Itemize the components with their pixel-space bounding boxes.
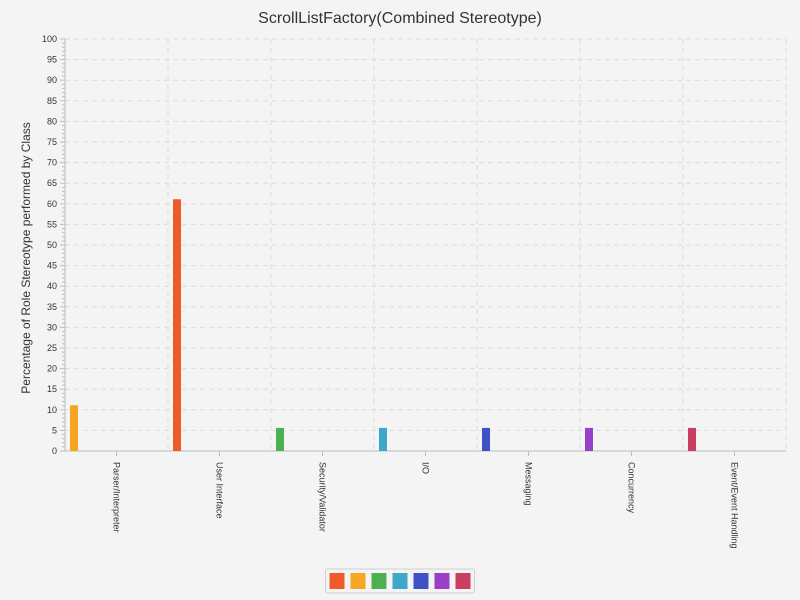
x-tick-label: Concurrency — [627, 462, 637, 514]
legend-swatch — [371, 573, 387, 589]
legend-swatch — [392, 573, 408, 589]
bar — [482, 427, 490, 451]
y-tick-label: 60 — [47, 199, 57, 209]
grid — [65, 38, 787, 451]
x-tick-label: I/O — [421, 462, 431, 474]
bar — [276, 427, 284, 451]
y-tick-label: 75 — [47, 137, 57, 147]
y-axis-label: Percentage of Role Stereotype performed … — [19, 122, 33, 393]
chart-title: ScrollListFactory(Combined Stereotype) — [258, 10, 542, 27]
y-tick-label: 50 — [47, 240, 57, 250]
bars — [70, 199, 696, 451]
x-tick-label: User Interface — [215, 462, 225, 519]
y-tick-label: 100 — [42, 34, 57, 44]
legend-swatch — [455, 573, 471, 589]
legend-swatch — [329, 573, 345, 589]
y-tick-label: 5 — [52, 425, 57, 435]
x-tick-label: Parser/Interpreter — [112, 462, 122, 533]
y-tick-label: 15 — [47, 384, 57, 394]
legend-swatch — [350, 573, 366, 589]
y-tick-label: 10 — [47, 405, 57, 415]
y-tick-label: 40 — [47, 281, 57, 291]
y-tick-label: 80 — [47, 116, 57, 126]
y-tick-label: 30 — [47, 322, 57, 332]
y-tick-label: 45 — [47, 261, 57, 271]
y-tick-label: 55 — [47, 219, 57, 229]
y-tick-label: 65 — [47, 178, 57, 188]
legend — [325, 568, 475, 594]
y-tick-label: 95 — [47, 55, 57, 65]
x-tick-label: Event/Event Handling — [730, 462, 740, 549]
bar — [173, 199, 181, 451]
legend-swatch — [413, 573, 429, 589]
axes: 0 5 10 15 20 25 30 35 40 45 50 55 60 65 70 75 80 85 90 95 10… — [42, 34, 786, 549]
x-tick-label: Messaging — [524, 462, 534, 506]
y-tick-label: 85 — [47, 96, 57, 106]
bar — [379, 427, 387, 451]
legend-swatch — [434, 573, 450, 589]
y-tick-label: 70 — [47, 158, 57, 168]
y-tick-label: 25 — [47, 343, 57, 353]
bar — [688, 427, 696, 451]
y-tick-label: 20 — [47, 364, 57, 374]
x-tick-label: Security/Validator — [318, 462, 328, 532]
y-tick-label: 0 — [52, 446, 57, 456]
y-tick-label: 90 — [47, 75, 57, 85]
y-tick-label: 35 — [47, 302, 57, 312]
bar — [585, 427, 593, 451]
bar — [70, 405, 78, 451]
